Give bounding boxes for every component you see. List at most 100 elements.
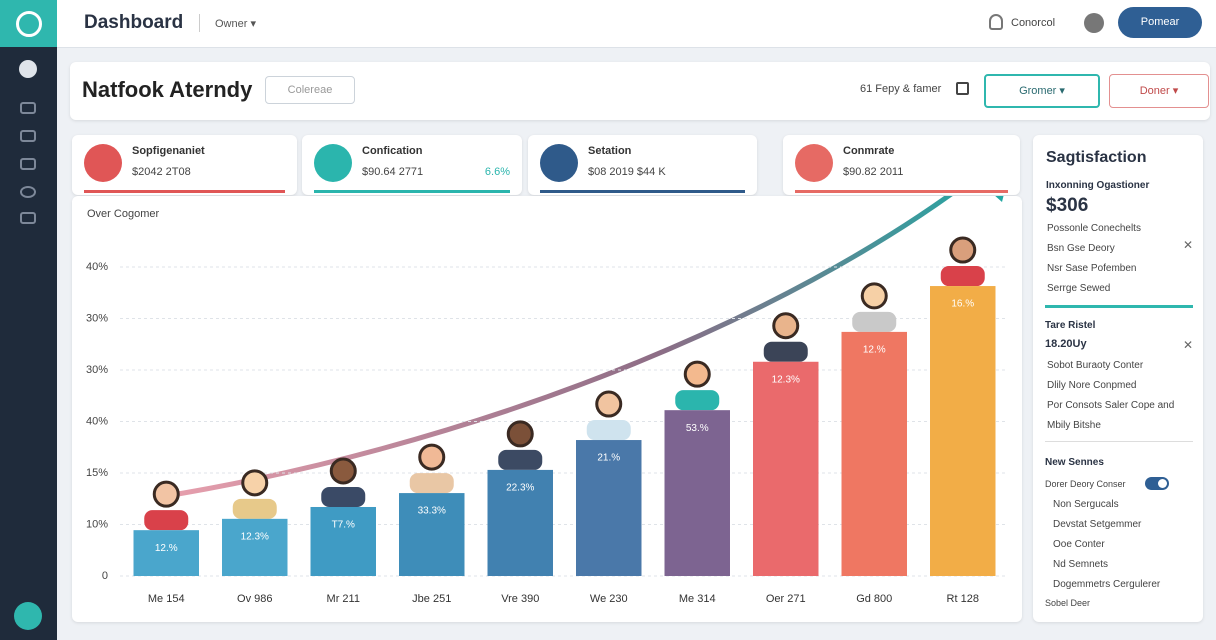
arrow-head bbox=[995, 196, 1004, 202]
help-button[interactable] bbox=[14, 602, 42, 630]
progress-bar bbox=[1045, 305, 1193, 308]
button-label: Gromer bbox=[1019, 85, 1057, 97]
bar-label: 21.% bbox=[597, 453, 620, 464]
kpi-card: Confication $90.64 2771 6.6% bbox=[302, 135, 522, 195]
kpi-value: $2042 2T08 bbox=[132, 166, 191, 178]
chart-subtitle: Over Cogomer bbox=[87, 208, 159, 220]
avatar-body bbox=[321, 486, 366, 507]
search-box[interactable]: Colereae bbox=[265, 76, 355, 104]
panel-item: Possonle Conechelts bbox=[1047, 223, 1141, 234]
panel-footer: Sobel Deer bbox=[1045, 598, 1091, 608]
nav-icon[interactable] bbox=[20, 212, 36, 224]
avatar-body bbox=[763, 341, 808, 362]
avatar-body bbox=[586, 420, 631, 441]
bar bbox=[930, 286, 996, 576]
avatar-head bbox=[860, 282, 888, 310]
user-icon bbox=[989, 14, 1003, 30]
user-name[interactable]: Conorcol bbox=[1011, 17, 1056, 29]
panel-item: Ooe Conter bbox=[1053, 539, 1105, 550]
kpi-card: Setation $08 2019 $44 K bbox=[528, 135, 757, 195]
kpi-icon bbox=[84, 144, 122, 182]
x-tick-label: Mr 211 bbox=[327, 593, 360, 605]
panel-item: Por Consots Saler Cope and bbox=[1047, 400, 1175, 411]
close-button[interactable]: ✕ bbox=[1183, 338, 1194, 352]
kpi-underline bbox=[795, 190, 1008, 193]
bar-label: 12.3% bbox=[772, 374, 800, 385]
bar-label: 12.% bbox=[863, 345, 886, 356]
kpi-title: Confication bbox=[362, 145, 423, 157]
section-title: Tare Ristel bbox=[1045, 320, 1096, 331]
toggle[interactable] bbox=[1145, 477, 1169, 490]
section-title: New Sennes bbox=[1045, 457, 1104, 468]
nav-icon[interactable] bbox=[20, 186, 36, 198]
checkbox[interactable] bbox=[956, 82, 969, 95]
owner-filter[interactable]: Owner ▾ bbox=[215, 18, 256, 30]
panel-item: Serrge Sewed bbox=[1047, 283, 1111, 294]
panel-item: Nsr Sase Pofemben bbox=[1047, 263, 1137, 274]
kpi-change: 6.6% bbox=[484, 166, 510, 178]
panel-item: Mbily Bitshe bbox=[1047, 420, 1101, 431]
divider bbox=[1045, 441, 1193, 442]
bar-label: 33.3% bbox=[418, 506, 446, 517]
button-label: Doner bbox=[1139, 85, 1170, 97]
header-card: Natfook Aterndy Colereae 61 Fepy & famer… bbox=[70, 62, 1210, 120]
panel-item: Dogemmetrs Cergulerer bbox=[1053, 579, 1161, 590]
bar-label: 16.% bbox=[951, 299, 974, 310]
satisfaction-panel: Sagtisfaction Inxonning Ogastioner $306 … bbox=[1033, 135, 1203, 622]
bar bbox=[310, 506, 376, 576]
export-button[interactable]: Doner ▾ bbox=[1109, 74, 1209, 108]
avatar-icon[interactable] bbox=[19, 60, 37, 78]
notification-icon[interactable] bbox=[1084, 13, 1104, 33]
close-button[interactable]: ✕ bbox=[1183, 238, 1194, 252]
avatar-body bbox=[852, 311, 897, 332]
y-tick-label: 40% bbox=[86, 261, 108, 273]
kpi-underline bbox=[314, 190, 510, 193]
nav-icon[interactable] bbox=[20, 130, 36, 142]
sidebar bbox=[0, 0, 57, 640]
x-tick-label: Gd 800 bbox=[856, 593, 892, 605]
trend-arrow bbox=[159, 196, 953, 500]
y-tick-label: 40% bbox=[86, 415, 108, 427]
y-tick-label: 10% bbox=[86, 518, 108, 530]
bar bbox=[664, 410, 730, 576]
avatar-head bbox=[506, 420, 534, 448]
bar bbox=[487, 469, 553, 576]
bar-label: 12.3% bbox=[241, 531, 269, 542]
kpi-icon bbox=[795, 144, 833, 182]
kpi-value: $90.64 2771 bbox=[362, 166, 424, 178]
kpi-title: Setation bbox=[588, 145, 632, 157]
bar bbox=[133, 530, 199, 576]
primary-button[interactable]: Pomear bbox=[1118, 7, 1202, 38]
avatar-head bbox=[595, 390, 623, 418]
bar bbox=[576, 440, 642, 576]
panel-title: Sagtisfaction bbox=[1046, 149, 1147, 166]
filter-button[interactable]: Gromer ▾ bbox=[984, 74, 1100, 108]
divider bbox=[199, 14, 200, 32]
avatar-head bbox=[418, 443, 446, 471]
bar-label: T7.% bbox=[332, 520, 355, 531]
bar bbox=[399, 493, 465, 576]
y-tick-label: 30% bbox=[86, 364, 108, 376]
nav-icon[interactable] bbox=[20, 102, 36, 114]
dashboard-title: Natfook Aterndy bbox=[82, 77, 253, 102]
logo[interactable] bbox=[0, 0, 57, 47]
chart: Over Cogomer 0 10% 15% 40% 30% 30% 40% Me 154 12… bbox=[86, 196, 1005, 605]
y-tick-label: 15% bbox=[86, 467, 108, 479]
x-tick-label: We 230 bbox=[590, 593, 628, 605]
kpi-icon bbox=[540, 144, 578, 182]
toggle-label: Dorer Deory Conser bbox=[1045, 479, 1126, 489]
kpi-underline bbox=[540, 190, 745, 193]
x-tick-label: Ov 986 bbox=[237, 593, 272, 605]
nav-icon[interactable] bbox=[20, 158, 36, 170]
bar bbox=[753, 361, 819, 576]
kpi-icon bbox=[314, 144, 352, 182]
filter-label: Owner bbox=[215, 18, 248, 30]
kpi-title: Sopfigenaniet bbox=[132, 145, 205, 157]
x-tick-label: Rt 128 bbox=[947, 593, 979, 605]
panel-item: Non Sergucals bbox=[1053, 499, 1119, 510]
kpi-card: Conmrate $90.82 2011 bbox=[783, 135, 1020, 195]
page-title: Dashboard bbox=[84, 12, 184, 33]
kpi-card: Sopfigenaniet $2042 2T08 bbox=[72, 135, 297, 195]
panel-item: Dlily Nore Conpmed bbox=[1047, 380, 1137, 391]
